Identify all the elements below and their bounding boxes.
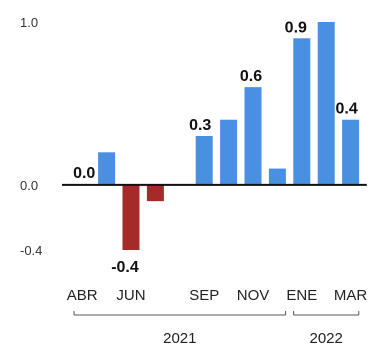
bar-sep <box>195 136 213 185</box>
data-label: -0.4 <box>111 259 139 276</box>
y-tick-label: 1.0 <box>20 15 38 30</box>
x-tick-label: MAR <box>334 287 368 304</box>
bar-feb <box>317 22 335 185</box>
bar-nov <box>244 87 262 185</box>
data-label: 0.0 <box>73 165 95 182</box>
x-tick-label: ENE <box>286 287 317 304</box>
bar-may <box>98 152 116 185</box>
x-tick-label: NOV <box>237 287 270 304</box>
year-groups: 2021 2022 <box>73 311 360 347</box>
y-tick-label: 0.0 <box>20 178 38 193</box>
year-group-2021: 2021 <box>73 311 287 347</box>
year-label: 2021 <box>163 330 196 347</box>
year-label: 2022 <box>310 330 343 347</box>
year-group-2022: 2022 <box>293 311 360 347</box>
bar-jul <box>146 184 164 202</box>
data-label: 0.3 <box>189 117 211 134</box>
x-tick-label: SEP <box>189 287 219 304</box>
bar-mar <box>342 119 360 185</box>
x-tick-label: JUN <box>116 287 145 304</box>
data-labels: 0.0 -0.4 0.3 0.6 0.9 0.4 <box>73 19 358 276</box>
data-label: 0.6 <box>240 68 262 85</box>
data-label: 0.4 <box>335 101 357 118</box>
data-label: 0.9 <box>285 19 307 36</box>
x-axis-category-labels: ABR JUN SEP NOV ENE MAR <box>67 287 368 304</box>
bar-jun <box>122 184 140 250</box>
bars-group <box>98 22 360 250</box>
bar-ene <box>293 38 311 185</box>
bar-oct <box>220 119 238 185</box>
bar-dic <box>268 168 286 185</box>
y-tick-label: -0.4 <box>20 243 42 258</box>
x-tick-label: ABR <box>67 287 98 304</box>
y-axis-ticks: 1.0 0.0 -0.4 <box>20 15 42 258</box>
